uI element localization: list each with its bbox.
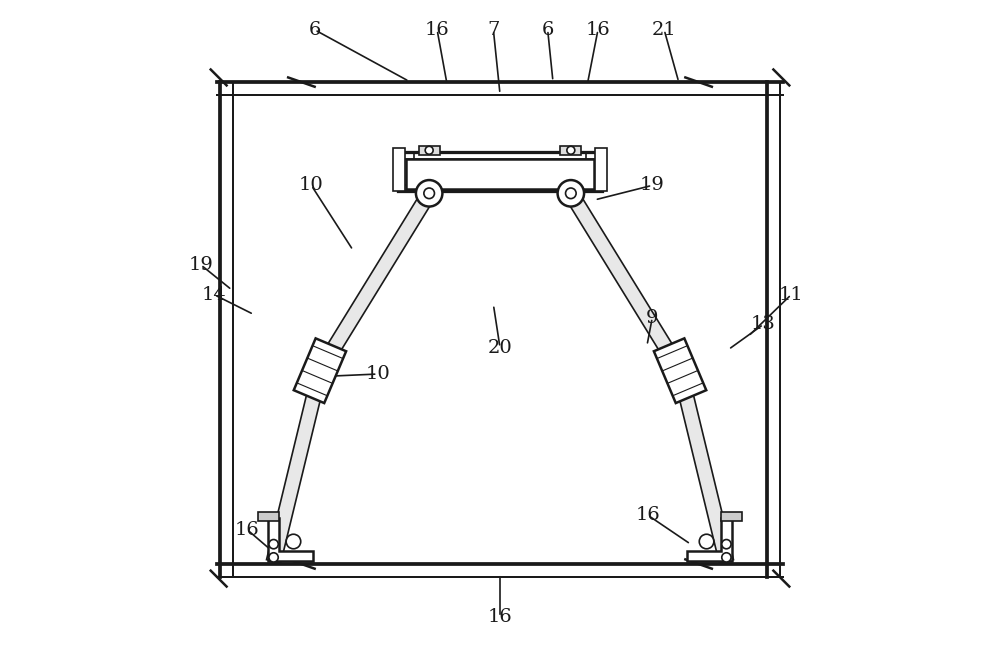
- Text: 6: 6: [541, 21, 554, 39]
- Circle shape: [425, 146, 433, 154]
- Text: 10: 10: [365, 365, 390, 383]
- Text: 13: 13: [751, 315, 776, 334]
- Bar: [721, 512, 742, 521]
- Bar: [258, 512, 279, 521]
- Polygon shape: [294, 338, 346, 403]
- Bar: [393, 148, 405, 191]
- Bar: [560, 146, 581, 155]
- Text: 19: 19: [188, 256, 213, 274]
- Circle shape: [566, 188, 576, 199]
- Text: 11: 11: [779, 285, 804, 304]
- Polygon shape: [268, 518, 313, 561]
- Bar: [419, 146, 440, 155]
- Polygon shape: [314, 189, 435, 375]
- Text: 10: 10: [299, 176, 324, 195]
- Circle shape: [286, 534, 301, 549]
- Polygon shape: [565, 189, 686, 375]
- Bar: [595, 148, 607, 191]
- Circle shape: [558, 180, 584, 207]
- Bar: [406, 159, 594, 189]
- Circle shape: [424, 188, 434, 199]
- Circle shape: [567, 146, 575, 154]
- Circle shape: [269, 553, 278, 562]
- Text: 16: 16: [488, 608, 512, 626]
- Text: 7: 7: [487, 21, 500, 39]
- Text: 6: 6: [308, 21, 321, 39]
- Circle shape: [699, 534, 714, 549]
- Text: 16: 16: [635, 506, 660, 524]
- Text: 21: 21: [652, 21, 677, 39]
- Text: 9: 9: [646, 308, 659, 327]
- Text: 19: 19: [640, 176, 665, 195]
- Polygon shape: [687, 518, 732, 561]
- Text: 14: 14: [202, 285, 226, 304]
- Circle shape: [722, 540, 731, 549]
- Polygon shape: [267, 369, 327, 563]
- Text: 16: 16: [235, 520, 259, 539]
- Circle shape: [722, 553, 731, 562]
- Polygon shape: [673, 369, 733, 563]
- Text: 16: 16: [425, 21, 449, 39]
- Circle shape: [416, 180, 442, 207]
- Circle shape: [269, 540, 278, 549]
- Text: 16: 16: [586, 21, 610, 39]
- Text: 20: 20: [488, 338, 512, 357]
- Polygon shape: [654, 338, 706, 403]
